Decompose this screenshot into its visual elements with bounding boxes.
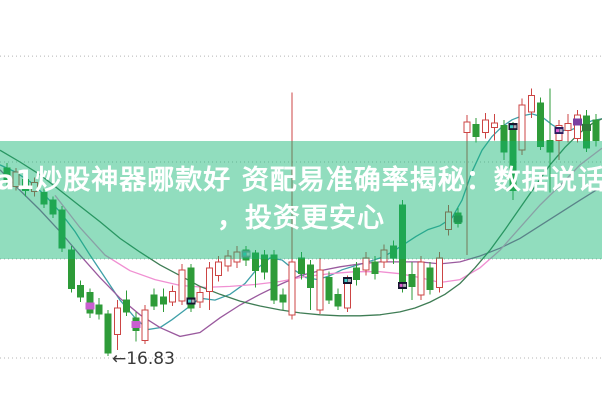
candle-body xyxy=(417,261,425,296)
candle-body xyxy=(67,249,75,289)
candle-body xyxy=(353,267,361,281)
candle-body xyxy=(564,123,572,132)
candle-body xyxy=(251,252,259,272)
candle-body xyxy=(58,209,66,249)
candle-body xyxy=(279,294,287,303)
candle-body xyxy=(592,119,600,141)
candle-body xyxy=(205,267,213,292)
ma-mid-purple xyxy=(0,169,602,338)
candle-body xyxy=(3,167,11,182)
candle-body xyxy=(426,267,434,290)
signal-marker-dot xyxy=(510,125,513,129)
candle-body xyxy=(187,267,195,309)
candle-body xyxy=(270,254,278,301)
signal-marker-dot xyxy=(191,299,195,303)
candle-body xyxy=(196,291,204,303)
candle-body xyxy=(31,182,39,192)
candle-body xyxy=(527,94,535,113)
signal-marker-dot xyxy=(246,252,250,256)
candle-body xyxy=(169,290,177,303)
candle-body xyxy=(463,121,471,134)
candle-body xyxy=(215,261,223,277)
candle-body xyxy=(389,245,397,259)
low-price-annotation: ←16.83 xyxy=(112,349,175,369)
candle-body xyxy=(435,257,443,288)
candle-body xyxy=(113,307,121,335)
candle-body xyxy=(537,102,545,147)
signal-marker xyxy=(572,118,582,126)
headline-overlay: a1炒股神器哪款好 资配易准确率揭秘：数据说话 ，投资更安心 xyxy=(0,141,602,259)
candle-body xyxy=(21,179,29,191)
signal-marker-dot xyxy=(188,299,191,303)
candle-body xyxy=(40,191,48,205)
candle-body xyxy=(224,255,232,267)
candle-body xyxy=(95,304,103,315)
candle-body xyxy=(77,284,85,298)
candle-body xyxy=(12,171,20,188)
signal-marker xyxy=(131,321,141,329)
candle-body xyxy=(481,119,489,134)
candle-body xyxy=(408,274,416,288)
candle-body xyxy=(371,261,379,275)
candle-body xyxy=(362,257,370,271)
candle-body xyxy=(445,211,453,230)
candle-body xyxy=(546,139,554,153)
signal-marker xyxy=(453,215,463,223)
candle-body xyxy=(178,269,186,302)
candle-body xyxy=(334,293,342,307)
candle-body xyxy=(491,122,499,129)
candle-body xyxy=(49,199,57,215)
candle-body xyxy=(472,124,480,137)
candle-body xyxy=(150,294,158,307)
signal-marker-dot xyxy=(344,279,348,282)
candle-body xyxy=(288,261,296,316)
candle-body xyxy=(159,296,167,305)
headline-line1: a1炒股神器哪款好 资配易准确率揭秘：数据说话 xyxy=(0,165,602,196)
candle-body xyxy=(123,299,131,313)
candle-body xyxy=(583,115,591,149)
candle-body xyxy=(233,251,241,263)
signal-marker-dot xyxy=(556,129,559,133)
candle-body xyxy=(325,277,333,301)
candle-body xyxy=(573,114,581,139)
candle-body xyxy=(104,313,112,354)
candle-body xyxy=(380,249,388,263)
candle-body xyxy=(518,104,526,151)
headline-line2: ，投资更安心 xyxy=(217,203,385,234)
signal-marker xyxy=(582,124,592,132)
candle-body xyxy=(500,125,508,153)
ma-long-green xyxy=(0,118,602,317)
candle-body xyxy=(261,254,269,273)
signal-marker-dot xyxy=(513,125,517,129)
signal-marker-dot xyxy=(243,252,247,256)
signal-marker-dot xyxy=(403,283,407,287)
candle-body xyxy=(343,281,351,309)
signal-marker-dot xyxy=(559,129,563,133)
signal-marker-dot xyxy=(399,283,403,287)
candle-body xyxy=(307,264,315,288)
candle-body xyxy=(316,269,324,311)
candle-body xyxy=(141,309,149,341)
signal-marker-dot xyxy=(347,279,351,282)
candle-body xyxy=(297,257,305,275)
signal-marker xyxy=(85,302,95,310)
